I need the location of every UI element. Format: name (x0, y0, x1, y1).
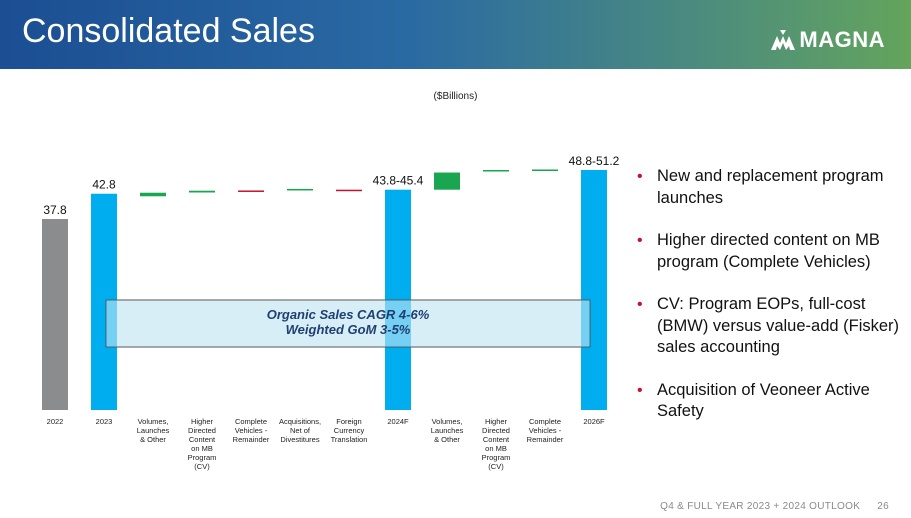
delta-bar (532, 169, 558, 171)
category-label-line: (CV) (488, 462, 504, 471)
category-label-line: Currency (334, 426, 365, 435)
delta-bar (140, 192, 166, 197)
page-number: 26 (877, 501, 889, 512)
category-label: Higher Directed Content on MB Program (CV) (482, 417, 511, 471)
category-label-line: Remainder (233, 435, 270, 444)
total-bar (581, 170, 607, 410)
delta-bar (238, 190, 264, 192)
delta-bar (287, 188, 313, 191)
title-bar: Consolidated Sales MAGNA (0, 0, 911, 69)
bullet-dot: • (637, 168, 643, 185)
category-label-line: Program (188, 453, 217, 462)
category-label-line: & Other (434, 435, 460, 444)
bullet-dot: • (637, 381, 643, 399)
category-label-line: Complete (529, 417, 561, 426)
footer: Q4 & FULL YEAR 2023 + 2024 OUTLOOK 26 (660, 501, 889, 512)
category-label-line: Volumes, (138, 417, 169, 426)
category-label: Volumes, Launches & Other (137, 417, 170, 444)
data-label: 42.8 (92, 178, 116, 192)
category-label: 2022 (47, 417, 64, 426)
category-label: 2023 (96, 417, 113, 426)
category-label-line: Foreign (336, 417, 361, 426)
unit-label-text: ($Billions) (433, 91, 478, 102)
callout-text: Weighted GoM 3-5% (286, 322, 411, 337)
bullet-list: • New and replacement program launches • Hi… (635, 166, 905, 444)
category-label-line: on MB (191, 444, 213, 453)
callout-text: Organic Sales CAGR 4-6% (267, 307, 430, 322)
data-label: 43.8-45.4 (373, 174, 424, 188)
category-label-line: Net of (290, 426, 311, 435)
category-label-line: Complete (235, 417, 267, 426)
callout-overlay (105, 299, 591, 348)
bullet-text: New and replacement program launches (657, 167, 884, 207)
data-label: 37.8 (43, 203, 67, 217)
category-label-line: Program (482, 453, 511, 462)
footer-text: Q4 & FULL YEAR 2023 + 2024 OUTLOOK (660, 501, 861, 512)
bullet-dot: • (637, 296, 643, 313)
category-label-line: Translation (331, 435, 368, 444)
category-label: Acquisitions, Net of Divestitures (279, 417, 321, 444)
category-label-line: (CV) (194, 462, 210, 471)
magna-mark-icon (771, 30, 796, 50)
delta-bar (336, 189, 362, 192)
bullet-item: • CV: Program EOPs, full-cost (BMW) versu… (635, 294, 905, 359)
bullet-dot: • (637, 232, 643, 249)
total-bar (42, 219, 68, 410)
bullet-item: • Higher directed content on MB program (… (635, 230, 905, 273)
logo-text: MAGNA (799, 27, 885, 52)
category-label: Foreign Currency Translation (331, 417, 368, 444)
category-label-line: Acquisitions, (279, 417, 321, 426)
category-label-line: 2024F (387, 417, 409, 426)
category-label-line: Launches (137, 426, 170, 435)
page-title: Consolidated Sales (22, 12, 315, 50)
bullet-item: • New and replacement program launches (635, 166, 905, 209)
bullet-text: Acquisition of Veoneer Active Safety (657, 380, 870, 421)
category-label: 2026F (583, 417, 605, 426)
category-label: 2024F (387, 417, 409, 426)
category-label-line: Divestitures (280, 435, 319, 444)
category-label-line: Launches (431, 426, 464, 435)
bullet-item: • Acquisition of Veoneer Active Safety (635, 380, 905, 423)
data-label: 48.8-51.2 (569, 154, 620, 168)
category-label-line: 2026F (583, 417, 605, 426)
category-label-line: Vehicles - (235, 426, 268, 435)
category-label-line: Directed (482, 426, 510, 435)
category-label-line: on MB (485, 444, 507, 453)
category-label-line: Higher (191, 417, 214, 426)
category-label: Higher Directed Content on MB Program (CV) (188, 417, 217, 471)
category-label-line: Volumes, (432, 417, 463, 426)
category-label-line: Vehicles - (529, 426, 562, 435)
category-label-line: & Other (140, 435, 166, 444)
category-label-line: Directed (188, 426, 216, 435)
unit-label: ($Billions) (0, 86, 911, 104)
category-label: Complete Vehicles -Remainder (527, 417, 564, 444)
delta-bar (483, 170, 509, 172)
category-label-line: Content (483, 435, 510, 444)
delta-bar (434, 172, 460, 190)
category-label-line: Content (189, 435, 216, 444)
category-label-line: 2022 (47, 417, 64, 426)
bullet-text: Higher directed content on MB program (C… (657, 231, 880, 271)
category-label-line: 2023 (96, 417, 113, 426)
bullet-text: CV: Program EOPs, full-cost (BMW) versus… (657, 295, 900, 356)
delta-bar (189, 190, 215, 193)
category-label-line: Higher (485, 417, 508, 426)
category-label: Complete Vehicles -Remainder (233, 417, 270, 444)
category-label-line: Remainder (527, 435, 564, 444)
magna-logo: MAGNA (771, 27, 885, 52)
category-label: Volumes, Launches & Other (431, 417, 464, 444)
